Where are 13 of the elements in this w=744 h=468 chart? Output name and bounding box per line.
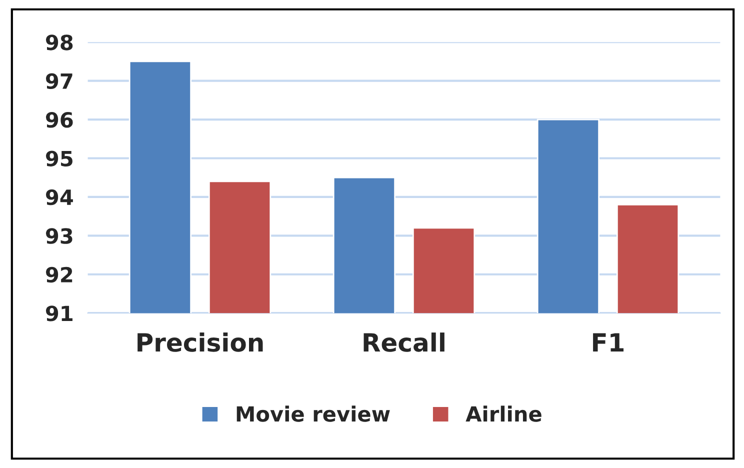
y-tick-label: 93	[46, 228, 72, 244]
x-tick-label: Precision	[138, 332, 263, 352]
legend-label: Movie review	[236, 406, 390, 422]
y-tick-label: 97	[46, 73, 72, 90]
x-tick-label: F1	[593, 333, 624, 352]
legend-label: Airline	[466, 406, 542, 422]
y-tick-label: 91	[46, 306, 72, 322]
y-tick-label: 95	[46, 150, 72, 166]
y-tick-label: 98	[46, 34, 73, 50]
y-tick-label: 92	[46, 266, 72, 283]
y-tick-label: 96	[46, 112, 73, 128]
x-tick-label: Recall	[364, 332, 444, 352]
y-tick-label: 94	[46, 189, 73, 206]
